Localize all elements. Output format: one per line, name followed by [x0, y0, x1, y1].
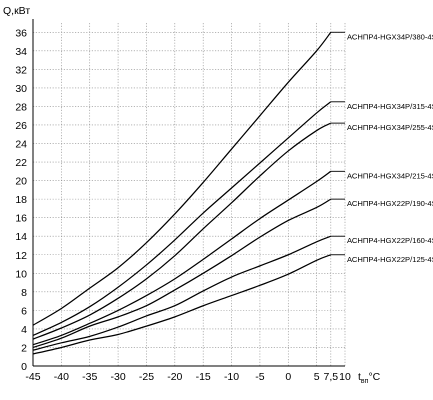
series-line-5	[32, 198, 332, 349]
x-axis-title-subscript: вп	[361, 378, 369, 385]
x-tick-label: -35	[82, 371, 97, 383]
series-label-6: АСНПР4-HGX22P/160-4S	[347, 236, 433, 245]
x-axis-title-unit: °C	[368, 371, 380, 383]
y-tick-label: 24	[15, 139, 27, 151]
y-tick-label: 10	[15, 268, 27, 280]
y-tick-label: 18	[15, 194, 27, 206]
y-tick-label: 4	[21, 324, 27, 336]
series-label-4: АСНПР4-HGX34P/215-4S	[347, 171, 433, 180]
y-tick-label: 22	[15, 157, 27, 169]
y-tick-label: 34	[15, 46, 27, 58]
y-axis-title: Q,кВт	[3, 5, 30, 17]
x-tick-label: -20	[167, 371, 182, 383]
series-label-7: АСНПР4-HGX22P/125-4S	[347, 255, 433, 264]
x-tick-label: -40	[54, 371, 69, 383]
y-tick-label: 14	[15, 231, 27, 243]
y-tick-label: 12	[15, 250, 27, 262]
series-labels: АСНПР4-HGX34P/380-4S АСНПР4-HGX34P/315-4S…	[347, 32, 433, 263]
y-tick-label: 2	[21, 342, 27, 354]
y-tick-label: 36	[15, 27, 27, 39]
series-label-5: АСНПР4-HGX22P/190-4S	[347, 199, 433, 208]
series-label-3: АСНПР4-HGX34P/255-4S	[347, 123, 433, 132]
x-tick-label: 10	[339, 371, 351, 383]
grid	[33, 23, 346, 366]
y-tick-label: 32	[15, 64, 27, 76]
series-line-4	[32, 170, 332, 346]
series-line-6	[32, 235, 332, 351]
y-tick-label: 28	[15, 101, 27, 113]
x-tick-label: -30	[110, 371, 125, 383]
x-axis-title-symbol: t	[358, 371, 361, 383]
y-tick-label: 16	[15, 213, 27, 225]
y-tick-label: 20	[15, 176, 27, 188]
series-label-1: АСНПР4-HGX34P/380-4S	[347, 32, 433, 41]
series-curves	[32, 31, 345, 355]
series-label-2: АСНПР4-HGX34P/315-4S	[347, 102, 433, 111]
x-tick-label: -15	[196, 371, 211, 383]
y-tick-label: 26	[15, 120, 27, 132]
axes	[32, 19, 345, 367]
x-tick-label: -45	[25, 371, 40, 383]
x-tick-labels: -45 -40 -35 -30 -25 -20 -15 -10 -5 0 5 7,5 10	[25, 371, 351, 383]
x-tick-label: -25	[139, 371, 154, 383]
x-tick-label: 7,5	[324, 371, 339, 383]
y-tick-label: 0	[21, 361, 27, 373]
x-axis-title: tвп°C	[358, 371, 381, 385]
series-line-7	[32, 254, 332, 355]
y-tick-label: 8	[21, 287, 27, 299]
series-line-2	[32, 101, 332, 336]
series-line-1	[32, 31, 332, 326]
y-tick-label: 30	[15, 83, 27, 95]
y-tick-label: 6	[21, 305, 27, 317]
x-tick-label: 0	[285, 371, 291, 383]
series-line-3	[32, 122, 332, 340]
x-tick-label: -10	[224, 371, 239, 383]
x-tick-label: 5	[314, 371, 320, 383]
x-tick-label: -5	[255, 371, 264, 383]
